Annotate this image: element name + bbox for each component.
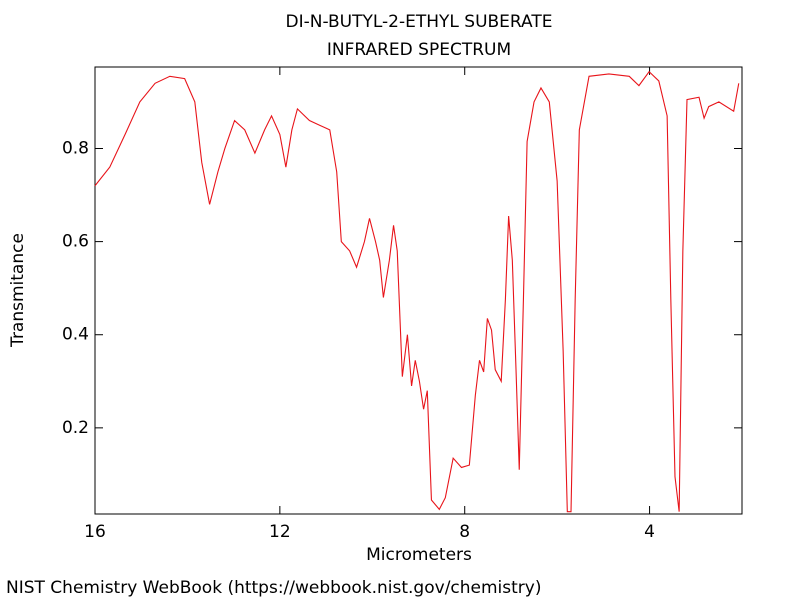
y-tick-label: 0.4 — [62, 325, 89, 345]
x-axis-label: Micrometers — [366, 545, 472, 565]
plot-frame — [94, 66, 743, 515]
spectrum-line — [94, 70, 740, 513]
footer: NIST Chemistry WebBook (https://webbook.… — [6, 578, 541, 598]
x-tick-label: 4 — [644, 522, 655, 542]
y-tick-label: 0.8 — [62, 138, 89, 158]
x-tick-label: 16 — [84, 522, 106, 542]
chart-title: DI-N-BUTYL-2-ETHYL SUBERATE — [286, 12, 553, 32]
y-tick-label: 0.6 — [62, 232, 89, 252]
y-axis-label: Transmitance — [8, 233, 28, 348]
x-tick-label: 8 — [459, 522, 470, 542]
chart-subtitle: INFRARED SPECTRUM — [327, 40, 511, 60]
y-tick-label: 0.2 — [62, 418, 89, 438]
x-tick-label: 12 — [269, 522, 291, 542]
